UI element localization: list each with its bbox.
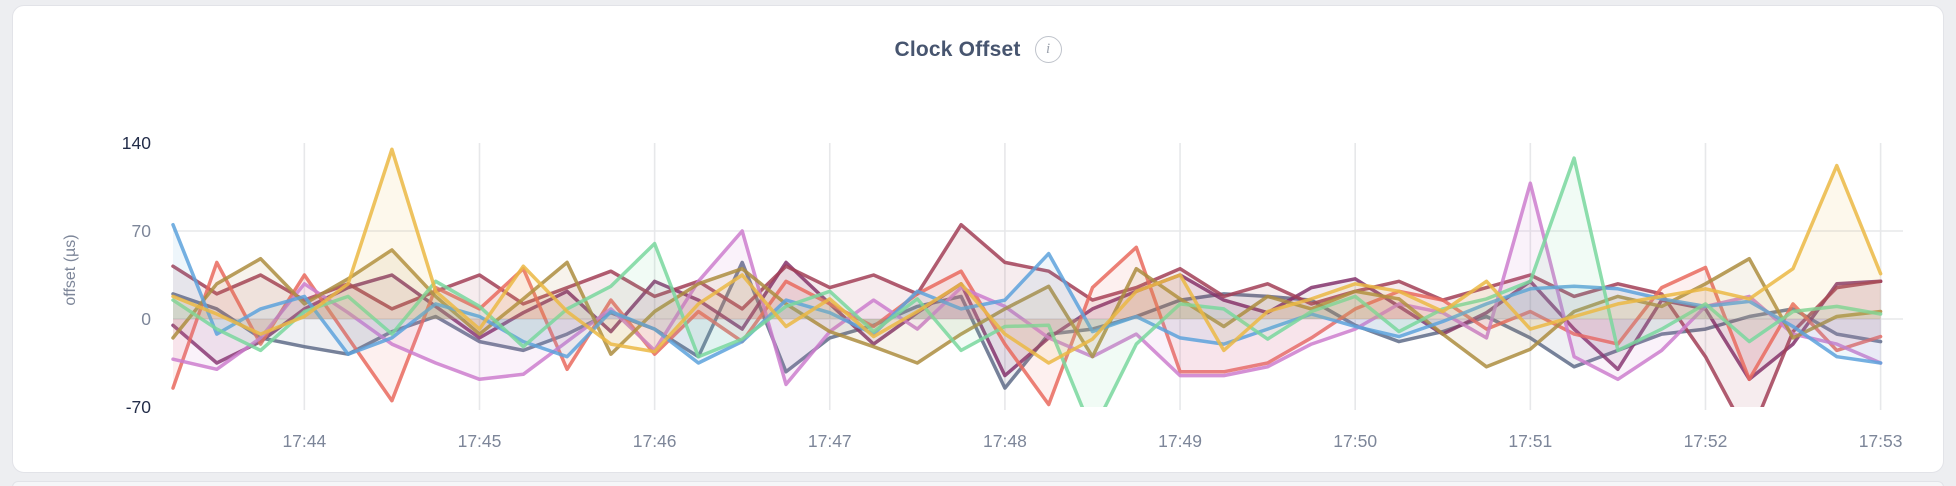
info-icon[interactable]: i [1034,36,1062,63]
next-card-top-edge [12,481,1944,486]
chart-header: Clock Offset i [13,36,1943,63]
series-green-line [171,156,1883,407]
y-tick-label: -70 [126,397,152,417]
x-tick-label: 17:47 [808,431,852,451]
x-tick-label: 17:52 [1684,431,1728,451]
series-salmon-line [171,245,1883,407]
x-tick-label: 17:50 [1333,431,1377,451]
series-olive-area [173,249,1881,367]
x-tick-label: 17:45 [458,431,502,451]
y-axis-ticks: 140 70 0 -70 [122,133,151,417]
series-green-area [173,158,1881,407]
series-olive-line [171,248,1883,369]
series-maroon-area [173,224,1881,407]
series-orchid-area [173,183,1881,385]
series-orchid-line [171,181,1883,387]
x-tick-label: 17:49 [1158,431,1202,451]
series-blue-area [173,224,1881,363]
y-tick-label: 0 [141,309,151,329]
x-tick-label: 17:48 [983,431,1027,451]
chart-title: Clock Offset [894,37,1021,61]
x-tick-label: 17:51 [1508,431,1552,451]
x-tick-label: 17:46 [633,431,677,451]
series-yellow-line [171,147,1883,365]
x-tick-label: 17:44 [282,431,326,451]
y-tick-label: 70 [132,221,152,241]
y-tick-label: 140 [122,133,151,153]
series-plum-line [171,260,1883,382]
chart-card: Clock Offset i offset (µs) 140 70 0 -70 17:4… [12,5,1944,473]
series-yellow-area [173,149,1881,363]
series-maroon-line [171,222,1883,407]
series-slate-line [171,260,1883,390]
plot-area[interactable] [171,147,1883,438]
x-axis-ticks: 17:44 17:45 17:46 17:47 17:48 17:49 17:50 17:51… [282,431,1902,451]
clock-offset-chart[interactable]: 140 70 0 -70 17:44 17:45 17:46 17:47 17:48 17:49 1… [13,6,1943,472]
x-tick-label: 17:53 [1859,431,1903,451]
